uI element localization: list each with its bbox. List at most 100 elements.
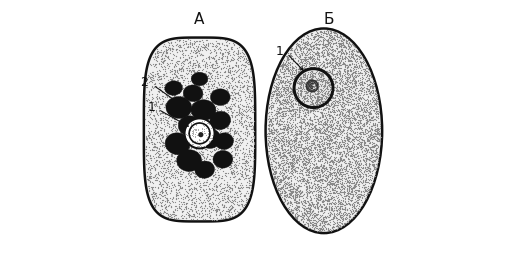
Point (283, 182, 291, 186)
Point (290, 88, 298, 92)
Point (190, 70, 198, 74)
Point (268, 105, 276, 109)
Point (308, 102, 316, 106)
Point (348, 52, 356, 56)
Point (295, 142, 303, 146)
Point (314, 72, 322, 76)
Point (345, 145, 353, 149)
Point (222, 108, 231, 112)
Point (327, 207, 336, 211)
Point (300, 99, 308, 103)
Point (281, 54, 290, 58)
Point (300, 119, 308, 123)
Point (202, 69, 210, 73)
Point (369, 122, 377, 126)
Point (320, 146, 329, 150)
Point (177, 196, 185, 200)
Point (287, 150, 295, 154)
Point (331, 123, 340, 127)
Point (342, 114, 350, 118)
Point (206, 149, 214, 153)
Point (339, 81, 347, 85)
Point (335, 176, 343, 180)
Point (178, 76, 187, 80)
Point (195, 137, 203, 141)
Point (308, 66, 317, 70)
Point (321, 123, 329, 127)
Point (172, 170, 180, 174)
Point (295, 82, 304, 86)
Point (355, 143, 363, 147)
Point (199, 170, 207, 174)
Point (151, 203, 159, 207)
Point (166, 213, 175, 217)
Point (314, 94, 322, 98)
Point (307, 100, 316, 104)
Point (339, 118, 348, 122)
Point (359, 189, 367, 193)
Point (323, 83, 331, 88)
Point (279, 177, 287, 181)
Point (362, 69, 371, 73)
Point (192, 101, 200, 105)
Point (177, 122, 186, 126)
Point (149, 122, 158, 126)
Point (206, 127, 214, 131)
Point (322, 96, 331, 100)
Point (160, 73, 168, 77)
Point (147, 185, 156, 190)
Point (322, 153, 331, 157)
Point (301, 132, 309, 136)
Point (321, 121, 329, 125)
Point (166, 143, 174, 147)
Point (187, 106, 195, 110)
Point (319, 88, 328, 92)
Point (161, 199, 169, 203)
Point (218, 52, 226, 56)
Point (158, 198, 166, 202)
Point (333, 222, 342, 226)
Point (351, 192, 359, 196)
Point (329, 122, 337, 126)
Point (175, 157, 184, 161)
Point (322, 175, 330, 179)
Point (373, 126, 381, 131)
Point (292, 148, 300, 152)
Point (274, 87, 282, 91)
Point (301, 39, 309, 44)
Point (185, 56, 194, 60)
Point (283, 130, 291, 134)
Point (301, 95, 309, 99)
Point (346, 94, 355, 98)
Point (315, 216, 323, 220)
Point (371, 97, 379, 101)
Point (277, 64, 285, 68)
Point (158, 140, 167, 144)
Point (360, 149, 369, 153)
Point (347, 85, 356, 90)
Point (234, 99, 242, 104)
Point (357, 106, 365, 110)
Point (322, 32, 330, 36)
Point (279, 114, 287, 118)
Point (359, 67, 368, 71)
Point (342, 215, 351, 220)
Point (205, 79, 213, 83)
Point (277, 178, 286, 183)
Point (242, 142, 251, 147)
Point (207, 102, 216, 106)
Point (294, 70, 302, 74)
Point (326, 38, 335, 42)
Point (285, 141, 293, 146)
Point (145, 176, 153, 180)
Point (324, 133, 332, 137)
Point (239, 54, 248, 58)
Point (310, 159, 318, 163)
Point (143, 140, 151, 144)
Point (265, 114, 274, 118)
Point (220, 204, 228, 208)
Point (369, 78, 377, 82)
Point (364, 78, 372, 83)
Point (190, 91, 198, 95)
Point (338, 100, 346, 104)
